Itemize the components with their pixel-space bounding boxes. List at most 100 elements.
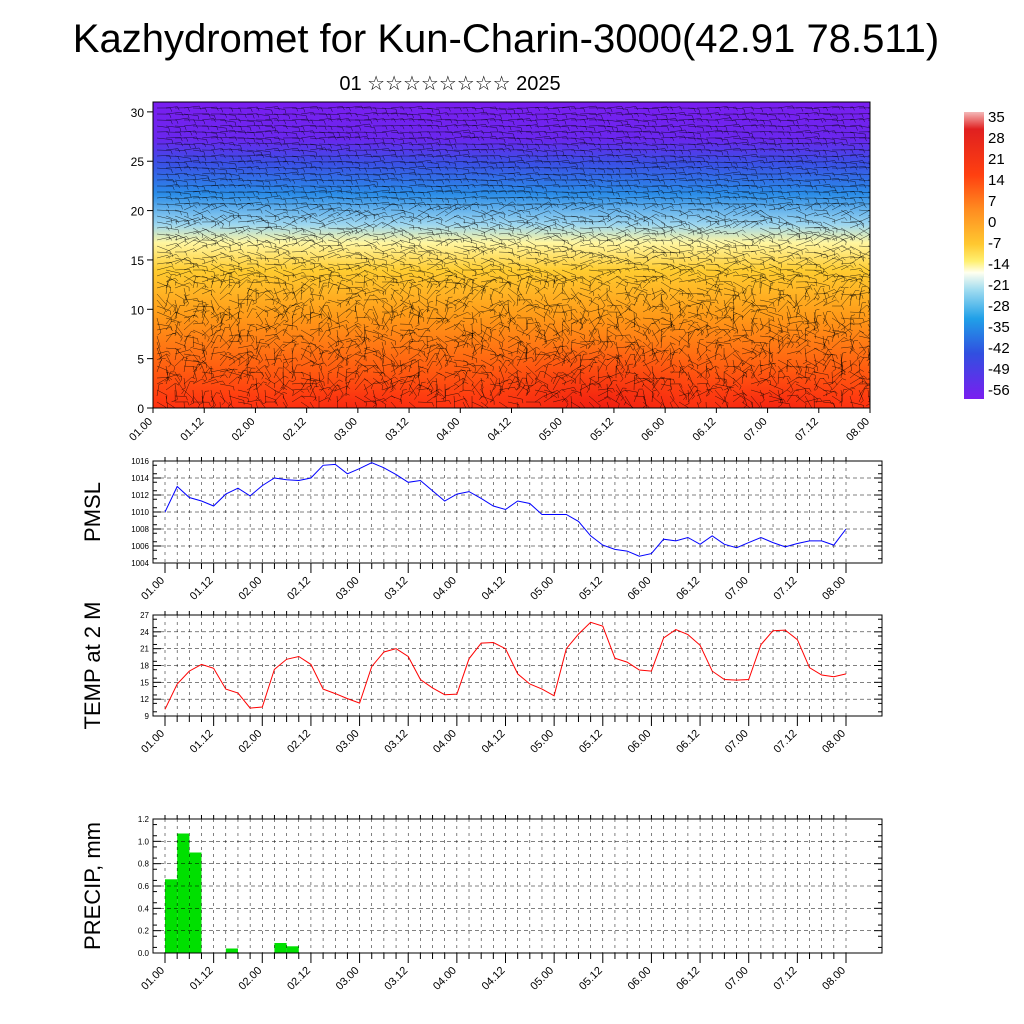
- wind-barb: [255, 137, 271, 140]
- wind-barb: [615, 119, 628, 122]
- wind-barb: [633, 119, 649, 122]
- chart-subtitle: 01 ☆☆☆☆☆☆☆☆ 2025: [339, 73, 561, 95]
- wind-barb-flag: [816, 112, 820, 116]
- wind-barb: [327, 143, 341, 147]
- wind-barb-flag: [482, 108, 485, 113]
- wind-barb: [264, 147, 278, 151]
- wind-barb: [237, 172, 253, 175]
- wind-barb-flag: [837, 105, 841, 110]
- wind-barb: [804, 136, 818, 139]
- wind-barb: [651, 155, 665, 158]
- wind-barb-flag: [296, 133, 298, 138]
- wind-barb-flag: [881, 175, 882, 179]
- wind-barb-flag: [216, 136, 219, 141]
- wind-barb-flag: [762, 148, 766, 153]
- wind-barb-flag: [801, 160, 804, 165]
- wind-barb-flag: [653, 149, 656, 154]
- wind-barb: [507, 166, 519, 169]
- wind-barb-flag: [403, 133, 405, 138]
- wind-barb-flag: [630, 168, 633, 173]
- wind-barb-flag: [438, 109, 441, 114]
- wind-barb: [453, 149, 469, 151]
- wind-barb-flag: [466, 161, 469, 165]
- wind-barb-flag: [190, 158, 192, 163]
- wind-barb-flag: [467, 150, 470, 155]
- wind-barb: [669, 135, 684, 139]
- wind-barb: [516, 161, 529, 164]
- wind-barb: [516, 112, 532, 115]
- wind-barb: [588, 148, 600, 151]
- wind-barb-flag: [531, 151, 534, 156]
- wind-barb: [372, 148, 389, 151]
- wind-barb-flag: [302, 138, 304, 143]
- wind-barb: [381, 129, 397, 133]
- wind-barb: [363, 131, 376, 134]
- wind-barb: [597, 125, 613, 128]
- wind-barb: [345, 155, 358, 157]
- wind-barb-flag: [205, 108, 208, 113]
- wind-barb: [201, 136, 217, 139]
- wind-barb: [741, 131, 752, 134]
- wind-barb-flag: [496, 127, 498, 132]
- wind-barb-flag: [584, 119, 587, 124]
- wind-barb: [453, 154, 469, 157]
- wind-barb-flag: [629, 141, 632, 146]
- wind-barb: [750, 148, 764, 151]
- wind-barb: [741, 112, 753, 115]
- wind-barb: [552, 160, 569, 163]
- wind-barb-flag: [439, 150, 442, 155]
- wind-barb: [669, 160, 686, 163]
- wind-barb-flag: [277, 148, 280, 152]
- wind-barb: [507, 130, 520, 133]
- wind-barb: [471, 160, 487, 163]
- wind-barb: [804, 107, 819, 110]
- wind-barb: [255, 124, 272, 127]
- wind-barb: [390, 106, 403, 109]
- wind-barb: [741, 118, 757, 121]
- wind-barb-flag: [871, 108, 873, 112]
- wind-barb: [417, 136, 432, 139]
- wind-barb-flag: [456, 119, 459, 124]
- wind-barb-flag: [505, 109, 508, 114]
- wind-barb-flag: [729, 115, 731, 120]
- wind-barb-flag: [467, 154, 471, 159]
- wind-barb-flag: [726, 151, 729, 156]
- wind-barb-flag: [778, 118, 782, 123]
- wind-barb-flag: [186, 173, 189, 177]
- wind-barb-flag: [880, 154, 882, 157]
- wind-barb: [759, 130, 771, 133]
- wind-barb: [795, 160, 812, 163]
- wind-barb-flag: [333, 161, 336, 166]
- wind-barb-flag: [491, 143, 494, 148]
- wind-barb: [606, 125, 617, 128]
- wind-barb-flag: [527, 154, 531, 159]
- wind-barb-flag: [283, 166, 287, 171]
- wind-barb: [813, 113, 830, 115]
- wind-barb: [354, 154, 371, 157]
- wind-barb: [552, 136, 567, 139]
- wind-barb: [642, 113, 657, 116]
- wind-barb-flag: [571, 155, 574, 159]
- wind-barb-flag: [428, 131, 431, 136]
- wind-barb-flag: [382, 139, 385, 144]
- wind-barb-flag: [599, 144, 602, 149]
- wind-barb: [354, 123, 370, 127]
- wind-barb: [462, 136, 478, 139]
- wind-barb-flag: [460, 133, 462, 137]
- wind-barb: [741, 167, 756, 171]
- wind-barb-flag: [394, 150, 397, 155]
- wind-barb: [174, 149, 186, 151]
- wind-barb-flag: [746, 162, 749, 167]
- wind-barb-flag: [413, 169, 416, 174]
- wind-barb-flag: [234, 130, 237, 134]
- wind-barb: [183, 173, 195, 176]
- wind-barb-flag: [842, 132, 845, 137]
- wind-barb-flag: [861, 143, 864, 148]
- wind-barb-flag: [235, 163, 237, 168]
- wind-barb-flag: [637, 119, 640, 124]
- wind-barb: [435, 154, 450, 157]
- wind-barb-flag: [406, 112, 409, 117]
- wind-barb-flag: [528, 163, 530, 168]
- wind-barb: [759, 142, 775, 145]
- wind-barb: [273, 107, 286, 110]
